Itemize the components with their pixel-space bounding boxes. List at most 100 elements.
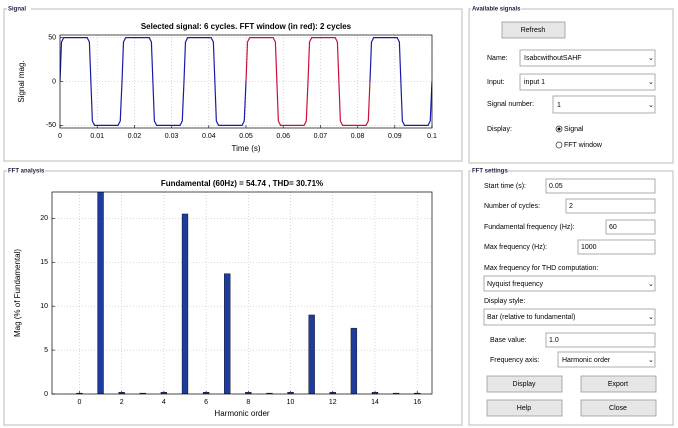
x-tick-label: 0.02 [128, 133, 142, 140]
y-tick-label: 10 [40, 303, 48, 310]
radio-label: Signal [564, 126, 584, 133]
panel-label: Signal [8, 7, 26, 13]
signal-line [60, 37, 432, 126]
field-label: Signal number: [487, 101, 534, 108]
dropdown-arrow: ⌄ [648, 357, 654, 364]
dropdown-arrow: ⌄ [648, 79, 654, 86]
x-tick-label: 10 [287, 399, 295, 406]
x-tick-label: 0.09 [388, 133, 402, 140]
display-style-dropdown[interactable] [483, 308, 656, 326]
y-tick-label: 15 [40, 259, 48, 266]
y-axis-label: Signal mag. [17, 60, 26, 102]
dropdown-value: input 1 [524, 79, 545, 86]
panel-label: FFT settings [472, 169, 508, 175]
field-label: Display style: [484, 298, 525, 305]
field-label: Number of cycles: [484, 203, 540, 210]
frequency-axis-dropdown[interactable] [557, 351, 656, 368]
button-label: Refresh [521, 27, 546, 34]
panel-label: FFT analysis [8, 169, 45, 175]
thd-dropdown[interactable] [483, 275, 656, 292]
field-label: Fundamental frequency (Hz): [484, 224, 575, 231]
field-value: 0.05 [549, 183, 563, 190]
x-tick-label: 0.07 [314, 133, 328, 140]
y-tick-label: 0 [52, 78, 56, 85]
dropdown-value: 1 [557, 102, 561, 109]
y-tick-label: 20 [40, 215, 48, 222]
button-label: Export [608, 381, 628, 388]
field-label: Base value: [490, 337, 527, 344]
signal-number-dropdown[interactable] [552, 95, 656, 114]
field-label: Name: [487, 55, 508, 62]
field-label: Frequency axis: [490, 357, 539, 364]
plot-marks [60, 37, 432, 126]
bar [97, 192, 104, 394]
dropdown-arrow: ⌄ [648, 102, 654, 109]
plot-frame [59, 34, 433, 129]
x-tick-label: 14 [371, 399, 379, 406]
fft-settings-panel [468, 170, 674, 426]
dropdown-arrow: ⌄ [648, 281, 654, 288]
available-signals-panel [468, 8, 674, 164]
panel-label-bg [7, 5, 31, 13]
y-tick-label: 0 [44, 391, 48, 398]
dropdown-arrow: ⌄ [648, 55, 654, 62]
x-tick-label: 4 [162, 399, 166, 406]
x-tick-label: 0 [77, 399, 81, 406]
radio-button[interactable] [555, 141, 563, 149]
x-tick-label: 0 [58, 133, 62, 140]
x-tick-label: 0.03 [165, 133, 179, 140]
y-tick-label: 50 [48, 34, 56, 41]
x-tick-label: 8 [246, 399, 250, 406]
field-value: 1.0 [549, 337, 559, 344]
x-tick-label: 0.04 [202, 133, 216, 140]
dropdown-value: Nyquist frequency [487, 281, 544, 288]
x-tick-label: 0.01 [90, 133, 104, 140]
display-button[interactable] [486, 375, 563, 393]
panel-label-bg [471, 167, 507, 175]
help-button[interactable] [486, 399, 563, 417]
field-value: 1000 [581, 244, 597, 251]
bar [181, 213, 189, 394]
plot-frame [51, 191, 433, 395]
x-tick-label: 16 [413, 399, 421, 406]
x-tick-label: 12 [329, 399, 337, 406]
start-time-field[interactable] [545, 178, 656, 194]
button-label: Help [517, 405, 532, 412]
base-value-field[interactable] [545, 332, 656, 348]
chart-title: Selected signal: 6 cycles. FFT window (i… [141, 22, 352, 31]
x-tick-label: 0.05 [239, 133, 253, 140]
dropdown-value: IsabcwithoutSAHF [524, 55, 582, 62]
x-tick-label: 2 [120, 399, 124, 406]
panel-label: Available signals [472, 7, 521, 13]
y-tick-label: 5 [44, 347, 48, 354]
x-tick-label: 0.1 [427, 133, 437, 140]
refresh-button[interactable] [501, 21, 566, 39]
max-frequency-field[interactable] [577, 239, 656, 255]
name-dropdown[interactable] [519, 49, 656, 67]
chart-title: Fundamental (60Hz) = 54.74 , THD= 30.71% [161, 179, 323, 188]
radio-dot [557, 127, 561, 131]
field-label: Display: [487, 126, 512, 133]
y-tick-label: -50 [46, 122, 56, 129]
field-label: Max frequency (Hz): [484, 244, 547, 251]
x-axis-label: Harmonic order [214, 409, 269, 418]
export-button[interactable] [580, 375, 657, 393]
field-value: 60 [609, 224, 617, 231]
dropdown-arrow: ⌄ [648, 314, 654, 321]
y-axis-label: Mag (% of Fundamental) [13, 249, 22, 337]
button-label: Display [513, 381, 536, 388]
panel-label-bg [471, 5, 521, 13]
x-tick-label: 0.06 [276, 133, 290, 140]
radio-label: FFT window [564, 142, 603, 149]
dropdown-value: Bar (relative to fundamental) [487, 314, 575, 321]
dropdown-value: Harmonic order [562, 357, 611, 364]
close-button[interactable] [580, 399, 657, 417]
x-axis-label: Time (s) [231, 144, 260, 153]
cycles-field[interactable] [565, 198, 656, 214]
bar [308, 314, 315, 394]
fft-panel [3, 170, 463, 426]
panel-label-bg [7, 167, 45, 175]
fundamental-field[interactable] [605, 219, 656, 235]
input-dropdown[interactable] [519, 73, 656, 91]
